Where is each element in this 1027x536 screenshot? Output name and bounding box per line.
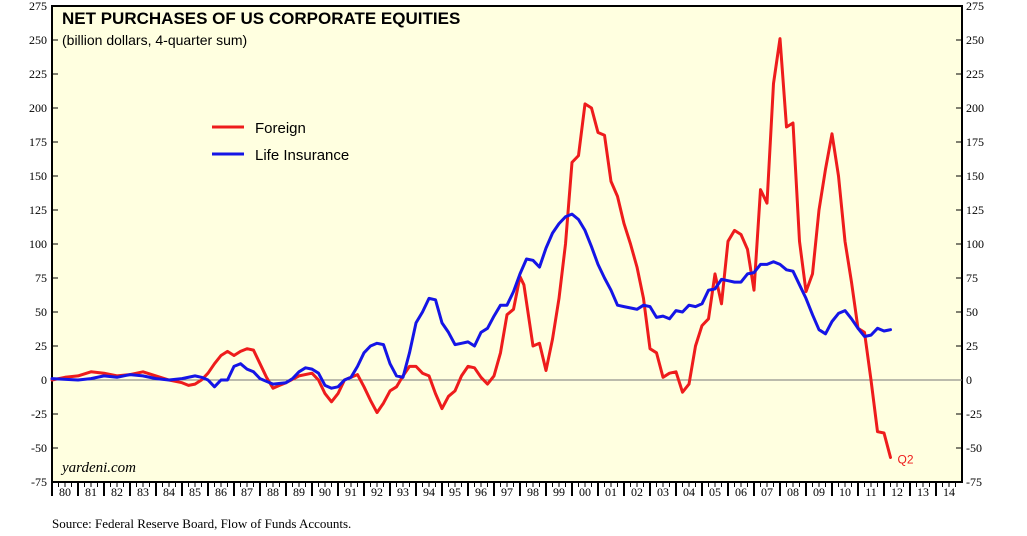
y-tick-label-left: 225 (29, 67, 47, 81)
y-tick-label-left: 25 (35, 339, 47, 353)
y-tick-label-left: 0 (41, 373, 47, 387)
x-tick-label: 01 (605, 485, 617, 499)
x-tick-label: 00 (579, 485, 591, 499)
y-tick-label-right: -75 (966, 475, 982, 489)
x-tick-label: 96 (475, 485, 487, 499)
y-tick-label-left: 100 (29, 237, 47, 251)
y-tick-label-left: 275 (29, 0, 47, 13)
x-tick-label: 13 (917, 485, 929, 499)
y-tick-label-left: -25 (31, 407, 47, 421)
x-tick-label: 07 (761, 485, 773, 499)
x-tick-label: 89 (293, 485, 305, 499)
x-tick-label: 97 (501, 485, 513, 499)
x-tick-label: 85 (189, 485, 201, 499)
x-tick-label: 91 (345, 485, 357, 499)
y-tick-label-right: 225 (966, 67, 984, 81)
series-line-foreign (50, 37, 892, 459)
y-tick-label-left: -75 (31, 475, 47, 489)
y-tick-label-right: 175 (966, 135, 984, 149)
y-tick-label-right: 0 (966, 373, 972, 387)
x-tick-label: 81 (85, 485, 97, 499)
x-tick-label: 92 (371, 485, 383, 499)
y-tick-label-right: 100 (966, 237, 984, 251)
x-tick-label: 14 (943, 485, 955, 499)
x-tick-label: 90 (319, 485, 331, 499)
x-tick-label: 82 (111, 485, 123, 499)
legend-life-insurance-label: Life Insurance (255, 147, 349, 164)
y-tick-label-right: 25 (966, 339, 978, 353)
y-tick-label-left: 200 (29, 101, 47, 115)
watermark: yardeni.com (60, 460, 136, 476)
y-tick-label-right: 250 (966, 33, 984, 47)
x-tick-label: 02 (631, 485, 643, 499)
series-line-life-insurance (50, 212, 892, 390)
y-tick-label-right: 200 (966, 101, 984, 115)
legend-foreign-label: Foreign (255, 120, 306, 137)
source-note: Source: Federal Reserve Board, Flow of F… (52, 516, 352, 531)
series-layer (50, 37, 892, 459)
y-tick-label-left: 50 (35, 305, 47, 319)
x-tick-label: 08 (787, 485, 799, 499)
plot-area (51, 5, 963, 483)
x-tick-label: 95 (449, 485, 461, 499)
x-tick-label: 86 (215, 485, 227, 499)
x-tick-label: 99 (553, 485, 565, 499)
x-tick-label: 05 (709, 485, 721, 499)
chart-subtitle: (billion dollars, 4-quarter sum) (62, 32, 247, 48)
x-tick-label: 06 (735, 485, 747, 499)
y-tick-label-left: 250 (29, 33, 47, 47)
x-tick-label: 83 (137, 485, 149, 499)
x-tick-label: 84 (163, 485, 175, 499)
x-tick-label: 12 (891, 485, 903, 499)
x-tick-label: 04 (683, 485, 695, 499)
x-tick-label: 09 (813, 485, 825, 499)
y-tick-label-right: -50 (966, 441, 982, 455)
y-tick-label-right: -25 (966, 407, 982, 421)
x-tick-label: 11 (865, 485, 877, 499)
y-tick-label-left: 150 (29, 169, 47, 183)
x-tick-label: 93 (397, 485, 409, 499)
x-tick-label: 03 (657, 485, 669, 499)
y-tick-label-right: 125 (966, 203, 984, 217)
y-tick-label-left: 75 (35, 271, 47, 285)
x-tick-label: 98 (527, 485, 539, 499)
x-tick-label: 87 (241, 485, 253, 499)
x-tick-label: 88 (267, 485, 279, 499)
y-tick-label-right: 150 (966, 169, 984, 183)
x-tick-label: 10 (839, 485, 851, 499)
x-tick-label: 80 (59, 485, 71, 499)
q2-annotation: Q2 (898, 453, 914, 467)
y-tick-label-right: 75 (966, 271, 978, 285)
x-axis: 80 81 82 83 84 85 86 87 88 89 90 91 92 93 94 95 96 97 98 99… (51, 482, 956, 499)
chart-title: NET PURCHASES OF US CORPORATE EQUITIES (62, 9, 460, 28)
x-tick-label: 94 (423, 485, 435, 499)
y-tick-label-right: 275 (966, 0, 984, 13)
y-tick-label-right: 50 (966, 305, 978, 319)
legend: Foreign Life Insurance (212, 120, 349, 164)
y-tick-label-left: -50 (31, 441, 47, 455)
y-tick-label-left: 175 (29, 135, 47, 149)
y-tick-label-left: 125 (29, 203, 47, 217)
